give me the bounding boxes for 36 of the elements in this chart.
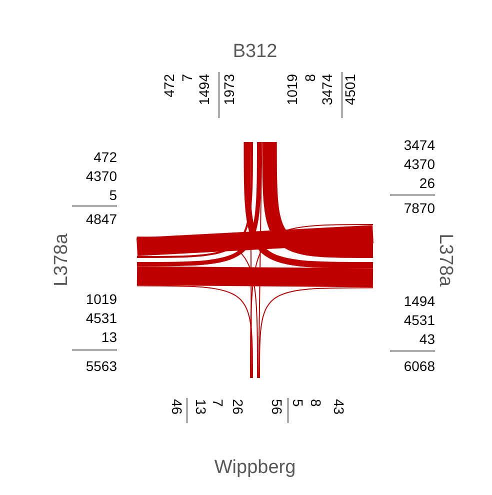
text: 4370	[404, 156, 435, 172]
category-label: L378a	[51, 233, 72, 286]
data-label: 1494	[404, 292, 436, 309]
data-label: 13	[193, 399, 210, 415]
data-label: 7	[210, 399, 226, 407]
data-label: 4531	[404, 312, 436, 328]
text: 1494	[196, 74, 212, 106]
data-label: 26	[230, 399, 246, 415]
text: 4531	[86, 310, 117, 326]
data-label: 5	[109, 186, 118, 203]
text: 6068	[404, 358, 435, 374]
data-label: 1019	[284, 74, 300, 106]
text: 3474	[404, 136, 435, 153]
text: 1019	[86, 290, 117, 307]
category-label: B312	[232, 41, 278, 62]
text: 4501	[342, 74, 358, 106]
text: 43	[331, 399, 348, 415]
data-label: 3474	[318, 74, 335, 106]
text: 8	[308, 399, 324, 407]
text: 56	[269, 399, 286, 415]
text: 1973	[220, 74, 237, 106]
data-label: 8	[302, 74, 318, 82]
data-label: 472	[94, 148, 118, 165]
text: 46	[169, 399, 186, 415]
text: 4847	[86, 210, 117, 227]
text: 5	[290, 399, 306, 407]
text: 472	[160, 74, 177, 98]
category-label: L378a	[434, 234, 456, 287]
data-label: 43	[419, 330, 436, 347]
category-label: Wippberg	[214, 457, 296, 478]
text: 13	[101, 328, 117, 345]
text: 7870	[404, 200, 435, 216]
data-label: 4370	[86, 168, 118, 184]
text: 5563	[86, 358, 117, 374]
text: 26	[419, 174, 435, 191]
text: 7	[178, 74, 195, 82]
